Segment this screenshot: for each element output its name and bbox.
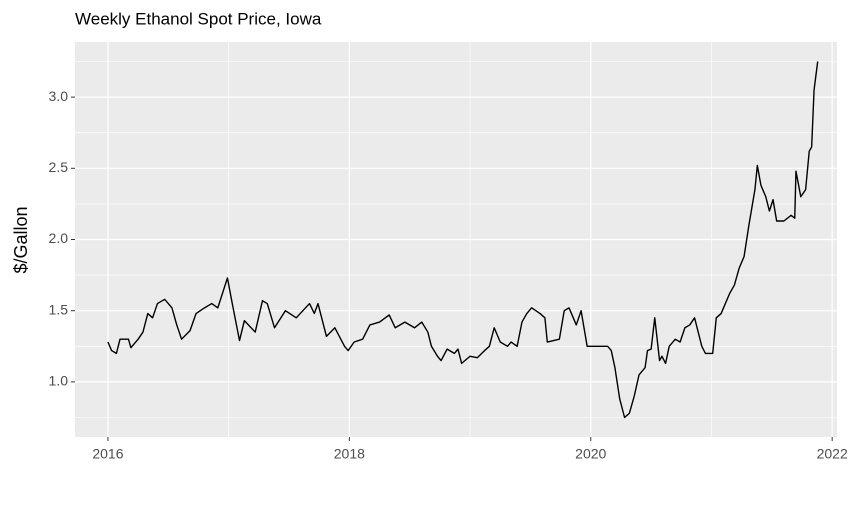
- y-tick-label: 1.5: [49, 301, 69, 317]
- y-tick-label: 3.0: [49, 88, 69, 104]
- chart-title: Weekly Ethanol Spot Price, Iowa: [75, 9, 322, 28]
- line: [107, 61, 819, 419]
- x-tick-label: 2020: [575, 446, 606, 462]
- y-tick-label: 1.0: [49, 373, 69, 389]
- y-tick-label: 2.0: [49, 230, 69, 246]
- x-tick-label: 2022: [817, 446, 848, 462]
- x-tick-label: 2018: [334, 446, 365, 462]
- x-tick-label: 2016: [92, 446, 123, 462]
- y-tick-label: 2.5: [49, 159, 69, 175]
- y-axis-title: $/Gallon: [11, 206, 31, 273]
